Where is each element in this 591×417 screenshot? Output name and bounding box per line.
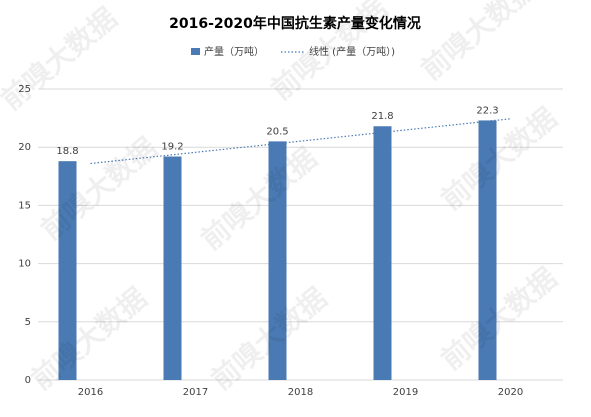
x-tick-label: 2020 [498,387,523,398]
bar [268,141,287,380]
watermark: 前嗅大数据 [35,131,163,246]
trend-line [90,118,511,165]
y-tick-label: 25 [18,84,31,95]
watermark: 前嗅大数据 [25,281,153,396]
bar [478,120,497,380]
data-label: 19.2 [161,142,183,153]
bar [163,156,182,380]
watermark: 前嗅大数据 [435,101,563,216]
y-tick-label: 5 [25,317,31,328]
legend-label: 产量（万吨） [204,45,264,58]
chart-title: 2016-2020年中国抗生素产量变化情况 [169,15,421,32]
legend-label: 线性 (产量（万吨）) [309,45,395,58]
x-tick-label: 2019 [393,387,418,398]
y-tick-label: 10 [18,259,31,270]
watermark: 前嗅大数据 [435,261,563,376]
x-tick-label: 2018 [288,387,313,398]
watermark: 前嗅大数据 [195,141,323,256]
x-tick-label: 2016 [78,387,103,398]
y-tick-label: 20 [18,142,31,153]
bar [58,161,77,380]
data-label: 20.5 [266,126,288,137]
y-tick-label: 0 [25,375,31,386]
data-label: 22.3 [476,105,498,116]
x-tick-label: 2017 [183,387,208,398]
watermark: 前嗅大数据 [0,1,123,116]
legend-swatch [191,48,200,55]
bar [373,126,392,380]
data-label: 21.8 [371,111,393,122]
y-tick-label: 15 [18,200,31,211]
data-label: 18.8 [56,146,78,157]
watermark: 前嗅大数据 [415,0,543,86]
